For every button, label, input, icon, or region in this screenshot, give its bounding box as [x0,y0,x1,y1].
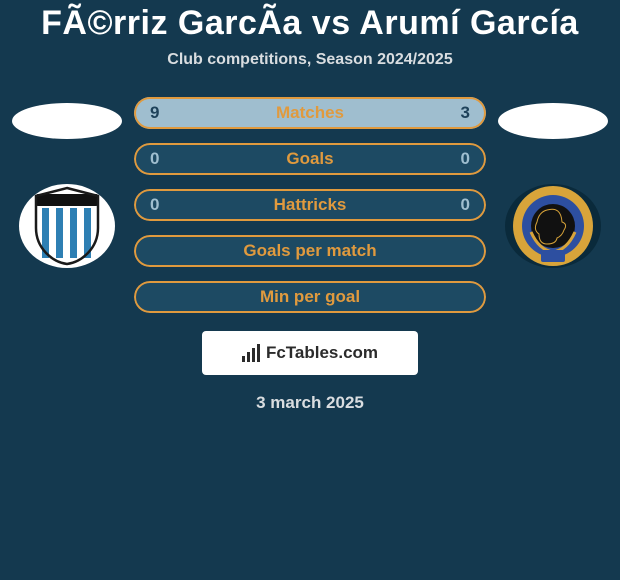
shield-stripes-icon [32,186,102,266]
right-player-column [494,103,612,269]
bar-label: Goals per match [134,241,486,261]
bar-left-value: 9 [150,103,159,123]
ring-profile-icon [507,184,599,268]
bar-left-value: 0 [150,149,159,169]
main-row: Matches93Goals00Hattricks00Goals per mat… [0,103,620,313]
right-player-photo-placeholder [498,103,608,139]
stat-bar: Hattricks0 0 [134,189,486,221]
bar-label: Hattricks [134,195,486,215]
stat-bar: Min per goal [134,281,486,313]
stat-bars: Matches93Goals00Hattricks00Goals per mat… [126,97,494,313]
left-player-photo-placeholder [12,103,122,139]
subtitle: Club competitions, Season 2024/2025 [0,51,620,69]
bar-right-value: 3 [461,103,470,123]
stat-bar: Goals per match [134,235,486,267]
stat-bar: Goals0 0 [134,143,486,175]
date-label: 3 march 2025 [0,393,620,413]
stat-bar: Matches9 3 [134,97,486,129]
right-club-crest [503,183,603,269]
bar-right-value: 0 [461,195,470,215]
bar-label: Goals [134,149,486,169]
left-player-column [8,103,126,269]
bar-right-value: 0 [461,149,470,169]
comparison-card: FÃ©rriz GarcÃ­a vs Arumí García Club com… [0,0,620,580]
bar-chart-icon [242,344,260,362]
left-club-crest [17,183,117,269]
bar-label: Min per goal [134,287,486,307]
bar-label: Matches [134,103,486,123]
brand-box: FcTables.com [202,331,418,375]
right-crest-circle [505,184,601,268]
bar-left-value: 0 [150,195,159,215]
page-title: FÃ©rriz GarcÃ­a vs Arumí García [0,4,620,43]
left-crest-circle [19,184,115,268]
brand-text: FcTables.com [266,343,378,363]
